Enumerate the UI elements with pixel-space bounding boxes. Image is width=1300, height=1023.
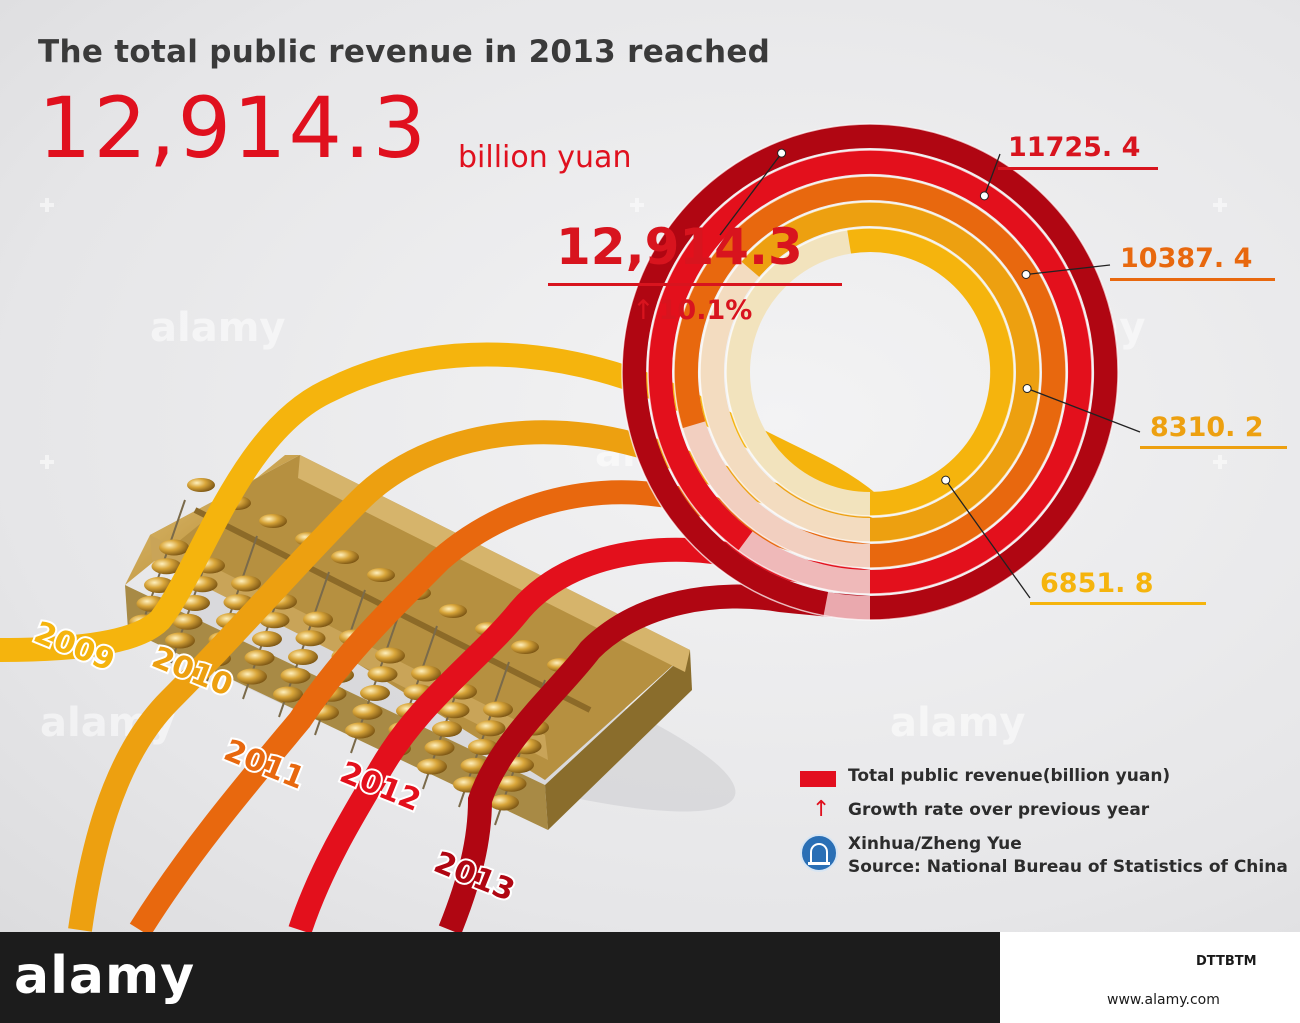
value-label-2011: 10387. 4: [1120, 243, 1253, 274]
legend-swatch: [800, 771, 836, 787]
abacus-bead: [295, 630, 326, 647]
abacus-bead: [432, 721, 462, 737]
leader-line-2013: [719, 152, 783, 236]
year-label-2009: 2009: [29, 615, 120, 679]
abacus-bead: [367, 568, 395, 582]
revenue-rings: [621, 123, 1119, 621]
leader-dot-2013: [777, 148, 787, 158]
abacus-bead: [375, 647, 405, 664]
leader-line-2012: [983, 153, 1001, 197]
ring-separator: [621, 123, 1119, 621]
image-id: DTTBTM: [1196, 954, 1257, 969]
up-arrow-icon: ↑: [812, 797, 831, 822]
abacus-bead: [172, 613, 203, 630]
leader-line-2009: [945, 479, 1031, 599]
ring-center-rule: [548, 283, 842, 286]
abacus-bead: [352, 703, 383, 720]
headline: The total public revenue in 2013 reached: [38, 34, 771, 70]
leader-line-2011: [1025, 264, 1111, 276]
abacus-bead: [411, 665, 441, 682]
abacus-bead: [483, 701, 513, 718]
ring-bar-2013: [622, 124, 1119, 620]
watermark-plus-icon: [40, 198, 54, 212]
abacus-bead: [273, 686, 303, 703]
xinhua-logo-icon: [800, 834, 838, 872]
abacus-bead: [288, 649, 318, 665]
value-rule-2009: [1030, 602, 1206, 605]
abacus-bead: [489, 794, 519, 811]
watermark-plus-icon: [1213, 455, 1227, 469]
ring-separator: [699, 201, 1041, 543]
infographic-canvas: alamy alamy alamy alamy alamy: [0, 0, 1300, 932]
abacus-bead: [187, 478, 215, 492]
abacus-bead: [159, 539, 189, 556]
value-label-2012: 11725. 4: [1008, 132, 1141, 163]
alamy-logo: alamy: [14, 946, 196, 1006]
leader-dot-2011: [1021, 269, 1031, 279]
abacus-bead: [231, 575, 261, 592]
up-arrow-icon: ↑: [632, 295, 655, 326]
abacus-bead: [468, 739, 498, 755]
leader-dot-2012: [979, 191, 989, 201]
value-rule-2011: [1110, 278, 1275, 281]
leader-dot-2010: [1022, 384, 1032, 394]
growth-rate-value: 10.1%: [658, 295, 753, 326]
watermark-text: alamy: [890, 700, 1026, 746]
abacus-bead: [252, 631, 282, 647]
value-label-2010: 8310. 2: [1150, 412, 1264, 443]
abacus-bead: [165, 632, 195, 649]
abacus-bead: [259, 514, 287, 528]
total-revenue-value: 12,914.3: [38, 79, 429, 177]
ring-separator: [647, 149, 1093, 595]
watermark-plus-icon: [1213, 198, 1227, 212]
legend-credit: Xinhua/Zheng Yue Source: National Bureau…: [800, 834, 1290, 894]
abacus-bead: [496, 775, 527, 792]
abacus-bead: [331, 550, 359, 564]
abacus-bead: [417, 758, 447, 775]
ring-separator: [725, 227, 1015, 517]
value-label-2009: 6851. 8: [1040, 568, 1154, 599]
footer-info-strip: [1000, 932, 1300, 1023]
abacus-bead: [244, 649, 275, 666]
growth-rate: ↑ 10.1%: [632, 295, 752, 326]
abacus-bead: [439, 702, 470, 719]
abacus-bead: [424, 739, 455, 756]
ring-bar-2009: [847, 228, 1015, 516]
abacus-bead: [151, 558, 182, 575]
abacus-bead: [475, 720, 506, 737]
leader-dot-2009: [941, 475, 951, 485]
legend: Total public revenue(billion yuan) ↑ Gro…: [800, 766, 1290, 894]
abacus-bead: [259, 612, 290, 629]
abacus-bead: [280, 667, 311, 684]
abacus-bead: [360, 685, 390, 701]
abacus-bead: [439, 604, 467, 618]
ring-center-value: 12,914.3: [556, 218, 803, 276]
leader-line-2010: [1026, 387, 1141, 433]
abacus-bead: [237, 668, 267, 685]
abacus-bead: [303, 611, 333, 628]
value-rule-2010: [1140, 446, 1287, 449]
abacus-bead: [367, 666, 398, 683]
footer-url: www.alamy.com: [1107, 992, 1220, 1008]
abacus-bead: [511, 640, 539, 654]
legend-revenue: Total public revenue(billion yuan): [800, 766, 1290, 800]
watermark-plus-icon: [40, 455, 54, 469]
total-revenue-unit: billion yuan: [458, 140, 632, 175]
watermark-text: alamy: [150, 305, 286, 351]
leader-lines: [719, 148, 1141, 599]
ring-separator: [673, 175, 1067, 569]
ring-bar-2012: [648, 150, 1092, 594]
abacus-bead: [345, 722, 375, 739]
legend-growth: ↑ Growth rate over previous year: [812, 797, 1150, 822]
ring-bar-2010: [741, 202, 1040, 542]
watermark-plus-icon: [630, 198, 644, 212]
value-rule-2012: [998, 167, 1158, 170]
